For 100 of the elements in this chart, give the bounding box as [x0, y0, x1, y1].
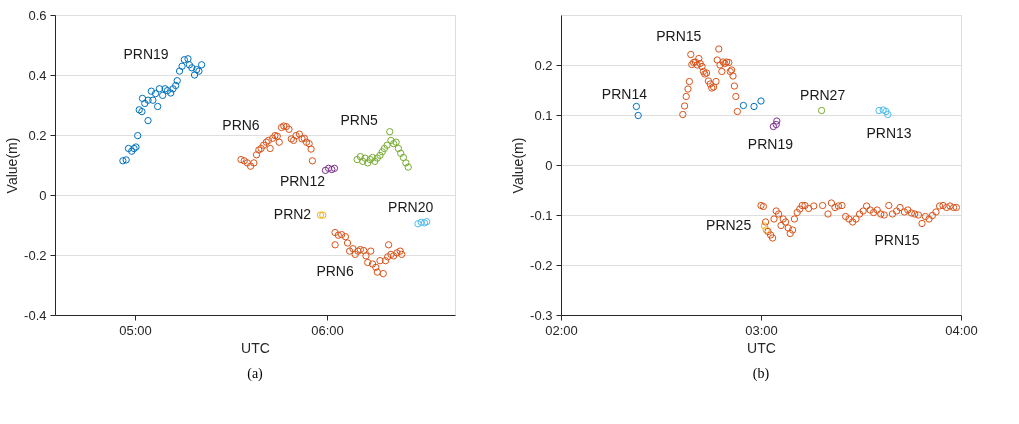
point: [634, 111, 642, 120]
point: [687, 50, 695, 59]
point: [928, 211, 937, 220]
point: [798, 201, 806, 210]
point: [706, 80, 714, 88]
point: [695, 54, 703, 63]
point: [788, 226, 797, 234]
point: [252, 151, 261, 159]
point: [368, 260, 377, 268]
point: [761, 218, 770, 226]
point: [766, 231, 775, 239]
point: [172, 81, 180, 90]
point: [197, 61, 206, 69]
series-label: PRN15: [656, 27, 702, 44]
point: [757, 97, 765, 105]
y-tick-label: -0.4: [24, 307, 47, 323]
point: [827, 199, 836, 207]
point: [817, 106, 826, 115]
point: [935, 202, 944, 210]
point: [855, 210, 864, 218]
point: [684, 85, 692, 93]
series-label: PRN27: [800, 86, 846, 103]
point: [911, 210, 919, 218]
point: [949, 203, 958, 212]
point: [859, 207, 867, 215]
point: [343, 239, 352, 247]
point: [796, 205, 804, 213]
point: [882, 107, 890, 116]
series-label: PRN2: [273, 206, 312, 223]
point: [389, 252, 398, 260]
point: [266, 144, 274, 153]
point: [862, 202, 871, 210]
series-label: PRN14: [601, 85, 648, 102]
point: [292, 131, 300, 140]
y-axis-title: Value(m): [510, 137, 527, 194]
point: [316, 211, 325, 219]
point: [900, 208, 909, 216]
point: [768, 234, 777, 242]
point: [380, 144, 389, 153]
point: [884, 110, 892, 119]
point: [869, 208, 878, 217]
point: [810, 202, 818, 210]
point: [287, 135, 295, 143]
point: [308, 157, 317, 165]
point: [774, 210, 783, 218]
series-label: PRN20: [388, 198, 434, 215]
point: [713, 56, 721, 64]
x-tick-label: 05:00: [119, 322, 152, 338]
text: (a): [247, 366, 264, 382]
point: [378, 148, 386, 156]
point: [356, 152, 365, 161]
point: [144, 116, 152, 125]
y-tick-label: 0: [545, 157, 553, 173]
point: [376, 257, 384, 265]
point: [907, 209, 916, 217]
y-tick-label: -0.1: [530, 207, 553, 223]
point: [163, 86, 172, 95]
series-label: PRN15: [874, 231, 920, 248]
point: [946, 202, 954, 210]
point: [381, 257, 390, 265]
point: [852, 215, 860, 223]
point: [319, 211, 327, 219]
y-tick-label: 0.2: [28, 127, 47, 143]
point: [307, 145, 315, 153]
series-label: PRN6: [222, 116, 260, 133]
text: (b): [752, 366, 770, 382]
y-tick-label: -0.3: [530, 307, 553, 323]
point: [679, 110, 687, 119]
point: [190, 71, 199, 79]
x-axis-title: UTC: [747, 339, 776, 356]
point: [341, 233, 350, 241]
point: [389, 140, 398, 148]
point: [404, 163, 412, 171]
point: [237, 155, 245, 164]
point: [732, 92, 740, 101]
point: [243, 159, 251, 167]
point: [173, 77, 181, 85]
point: [373, 268, 381, 276]
point: [417, 218, 425, 226]
point: [289, 136, 298, 145]
point: [769, 122, 778, 131]
point: [781, 218, 790, 226]
point: [158, 91, 167, 100]
point: [277, 123, 286, 132]
point: [384, 241, 393, 249]
series-label: PRN25: [706, 217, 752, 233]
point: [141, 99, 149, 108]
point: [386, 128, 394, 136]
point: [699, 67, 708, 76]
point: [154, 102, 162, 111]
x-axis-title: UTC: [241, 339, 270, 356]
point: [831, 203, 839, 212]
point: [739, 101, 748, 110]
x-tick-label: 03:00: [745, 322, 778, 338]
point: [759, 202, 768, 211]
point: [725, 58, 733, 67]
point: [698, 62, 706, 71]
point: [246, 162, 255, 170]
point: [392, 138, 400, 146]
point: [356, 245, 365, 254]
